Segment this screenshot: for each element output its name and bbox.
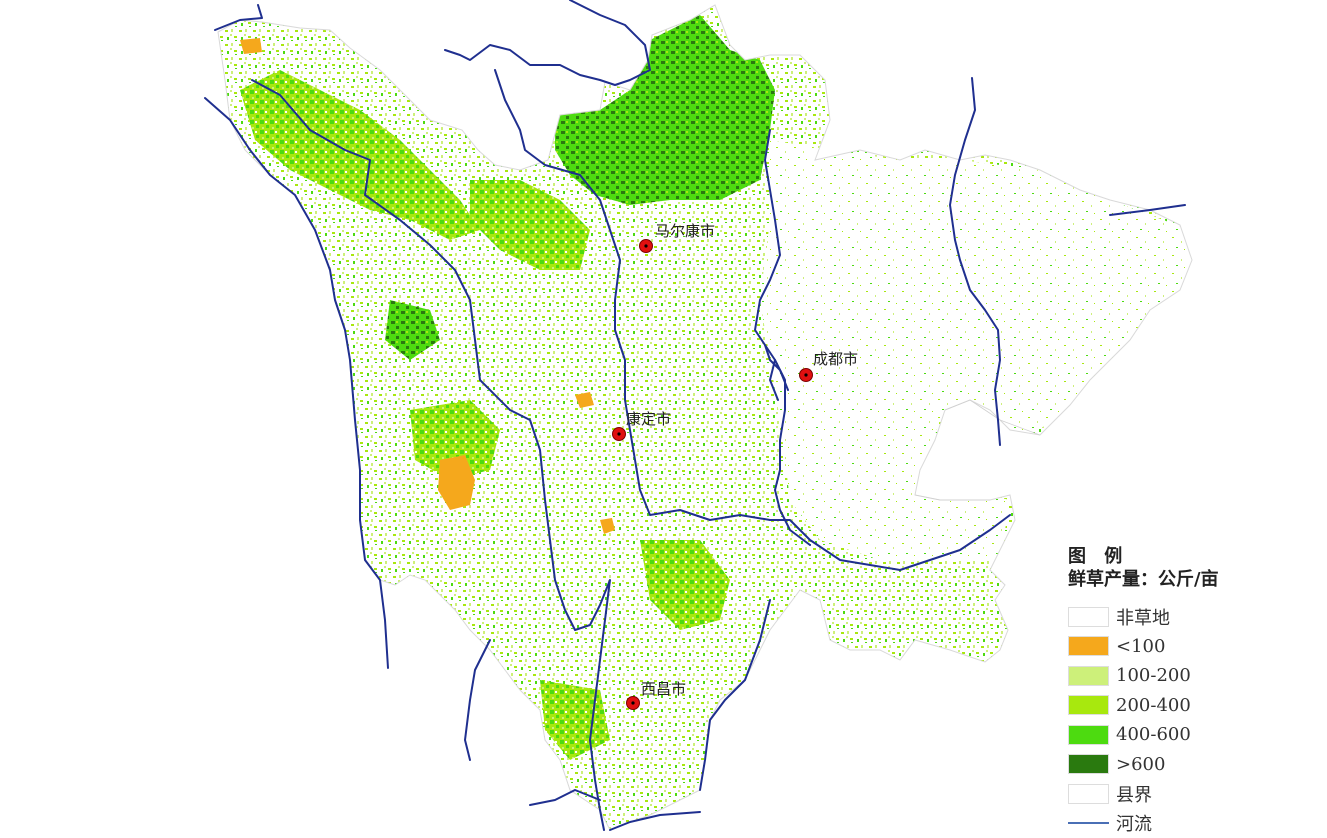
legend-item-label: <100: [1116, 636, 1165, 657]
river-anning: [465, 640, 490, 760]
legend-item-100-200: 100-200: [1068, 661, 1318, 691]
legend-item-label: 200-400: [1116, 695, 1191, 716]
legend-item-non-grassland: 非草地: [1068, 602, 1318, 632]
legend-item-label: 县界: [1116, 781, 1152, 807]
legend-item-gt600: >600: [1068, 750, 1318, 780]
province-area: [200, 0, 1200, 834]
legend-swatch: [1068, 784, 1109, 804]
legend-swatch-line: [1068, 813, 1109, 833]
legend-swatch: [1068, 725, 1109, 745]
legend-item-400-600: 400-600: [1068, 720, 1318, 750]
legend-item-label: >600: [1116, 754, 1165, 775]
city-label-chengdu: 成都市: [813, 350, 858, 368]
legend-title: 图 例: [1068, 546, 1318, 568]
legend-swatch: [1068, 636, 1109, 656]
legend-swatch: [1068, 695, 1109, 715]
city-label-kangding: 康定市: [626, 410, 671, 428]
city-label-xichang: 西昌市: [641, 680, 686, 698]
city-label-maerkang: 马尔康市: [655, 222, 715, 240]
legend-subtitle: 鲜草产量：公斤/亩: [1068, 568, 1318, 592]
legend-item-label: 400-600: [1116, 724, 1191, 745]
legend-item-label: 100-200: [1116, 665, 1191, 686]
legend-item-lt100: <100: [1068, 632, 1318, 662]
legend-swatch: [1068, 754, 1109, 774]
legend-swatch: [1068, 666, 1109, 686]
legend-swatch: [1068, 607, 1109, 627]
high-yield-north: [555, 15, 775, 205]
legend-item-county-boundary: 县界: [1068, 779, 1318, 809]
legend-item-label: 河流: [1116, 810, 1152, 836]
legend-item-label: 非草地: [1116, 604, 1170, 630]
legend-item-200-400: 200-400: [1068, 691, 1318, 721]
legend: 图 例 鲜草产量：公斤/亩 非草地 <100 100-200 200-400 4…: [1068, 546, 1318, 834]
